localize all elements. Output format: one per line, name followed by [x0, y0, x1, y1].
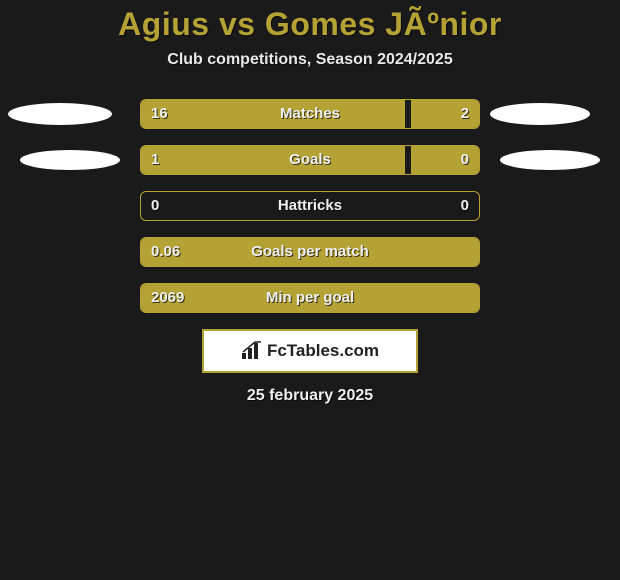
stat-row: 2069Min per goal: [0, 283, 620, 313]
stat-label: Min per goal: [141, 284, 479, 312]
subtitle: Club competitions, Season 2024/2025: [0, 51, 620, 69]
logo-text: FcTables.com: [267, 341, 379, 361]
stat-bar: 2069Min per goal: [140, 283, 480, 313]
date-label: 25 february 2025: [0, 387, 620, 405]
comparison-infographic: Agius vs Gomes JÃºnior Club competitions…: [0, 0, 620, 405]
ellipse-left: [20, 150, 120, 170]
stat-row: 00Hattricks: [0, 191, 620, 221]
bar-chart-icon: [241, 341, 263, 361]
stat-rows: 162Matches 10Goals 00Hattricks 0.06Goals pe…: [0, 99, 620, 313]
stat-label: Goals per match: [141, 238, 479, 266]
ellipse-right: [500, 150, 600, 170]
ellipse-left: [8, 103, 112, 125]
logo-box[interactable]: FcTables.com: [202, 329, 418, 373]
stat-bar: 162Matches: [140, 99, 480, 129]
stat-row: 0.06Goals per match: [0, 237, 620, 267]
stat-bar: 00Hattricks: [140, 191, 480, 221]
stat-label: Matches: [141, 100, 479, 128]
stat-label: Hattricks: [141, 192, 479, 220]
stat-row: 10Goals: [0, 145, 620, 175]
ellipse-right: [490, 103, 590, 125]
stat-label: Goals: [141, 146, 479, 174]
stat-bar: 0.06Goals per match: [140, 237, 480, 267]
stat-bar: 10Goals: [140, 145, 480, 175]
stat-row: 162Matches: [0, 99, 620, 129]
page-title: Agius vs Gomes JÃºnior: [0, 6, 620, 43]
